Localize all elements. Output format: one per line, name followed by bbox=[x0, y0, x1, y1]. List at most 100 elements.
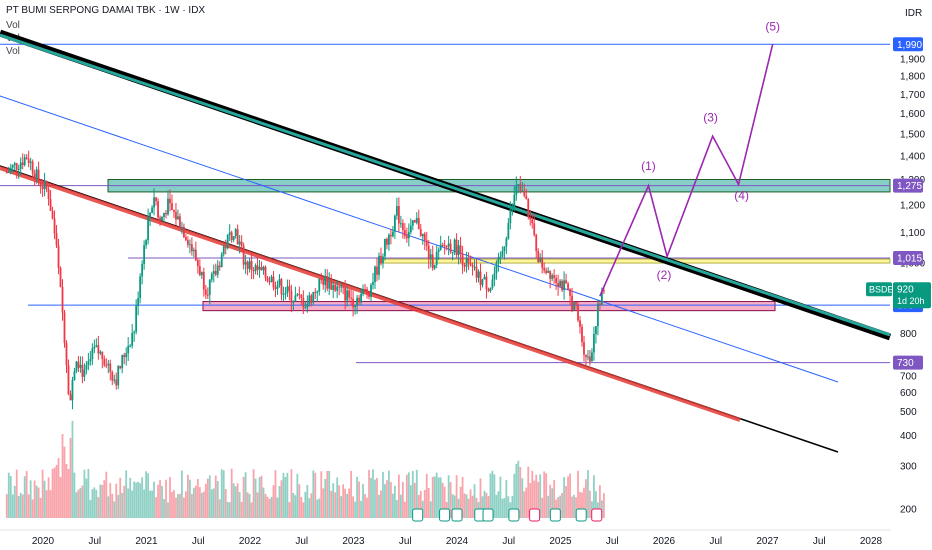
candle-body[interactable] bbox=[527, 199, 530, 217]
candle-body[interactable] bbox=[388, 234, 390, 245]
candle-body[interactable] bbox=[509, 210, 512, 224]
candle-body[interactable] bbox=[306, 303, 309, 308]
candle-body[interactable] bbox=[37, 169, 40, 182]
candle-body[interactable] bbox=[21, 162, 24, 165]
candle-body[interactable] bbox=[555, 277, 558, 283]
candle-body[interactable] bbox=[93, 346, 96, 349]
candle-body[interactable] bbox=[65, 343, 68, 366]
candle-body[interactable] bbox=[127, 345, 130, 354]
candle-body[interactable] bbox=[585, 354, 587, 357]
candle-body[interactable] bbox=[230, 232, 233, 241]
candle-body[interactable] bbox=[183, 226, 185, 238]
earnings-marker[interactable] bbox=[575, 508, 587, 522]
candle-body[interactable] bbox=[493, 273, 496, 280]
middle-channel-line[interactable] bbox=[0, 95, 839, 383]
candle-body[interactable] bbox=[539, 257, 542, 263]
candle-body[interactable] bbox=[601, 290, 603, 305]
candle-body[interactable] bbox=[262, 266, 265, 271]
elliott-wave-path[interactable] bbox=[599, 44, 774, 297]
candle-body[interactable] bbox=[326, 276, 329, 289]
candle-body[interactable] bbox=[557, 282, 560, 287]
candle-body[interactable] bbox=[13, 163, 16, 166]
candle-body[interactable] bbox=[547, 270, 550, 273]
price-badge[interactable] bbox=[893, 37, 923, 52]
candle-body[interactable] bbox=[427, 245, 430, 260]
candle-body[interactable] bbox=[445, 246, 448, 248]
candle-body[interactable] bbox=[179, 216, 181, 230]
candle-body[interactable] bbox=[276, 285, 279, 289]
candle-body[interactable] bbox=[487, 289, 490, 292]
candle-body[interactable] bbox=[322, 279, 325, 285]
candle-body[interactable] bbox=[479, 271, 482, 285]
candle-body[interactable] bbox=[386, 238, 388, 245]
candle-body[interactable] bbox=[344, 287, 347, 301]
candle-body[interactable] bbox=[155, 197, 157, 202]
candle-body[interactable] bbox=[91, 348, 94, 359]
candle-body[interactable] bbox=[324, 276, 327, 285]
candle-body[interactable] bbox=[348, 290, 351, 298]
candle-body[interactable] bbox=[405, 235, 408, 239]
candle-body[interactable] bbox=[260, 267, 263, 271]
candle-body[interactable] bbox=[459, 245, 462, 254]
candle-body[interactable] bbox=[473, 266, 476, 268]
candle-body[interactable] bbox=[433, 264, 436, 269]
candle-body[interactable] bbox=[380, 255, 382, 264]
earnings-marker[interactable] bbox=[591, 508, 603, 522]
candle-body[interactable] bbox=[163, 212, 165, 217]
candle-body[interactable] bbox=[511, 206, 514, 211]
candle-body[interactable] bbox=[244, 261, 247, 265]
candle-body[interactable] bbox=[161, 216, 163, 221]
price-badge[interactable] bbox=[893, 355, 923, 370]
candle-body[interactable] bbox=[334, 284, 337, 291]
candle-body[interactable] bbox=[17, 168, 20, 170]
candle-body[interactable] bbox=[304, 307, 307, 309]
candle-body[interactable] bbox=[497, 257, 500, 263]
candle-body[interactable] bbox=[15, 163, 18, 170]
candle-body[interactable] bbox=[246, 261, 249, 269]
candle-body[interactable] bbox=[573, 302, 575, 311]
candle-body[interactable] bbox=[75, 361, 78, 372]
candle-body[interactable] bbox=[589, 356, 591, 362]
candle-body[interactable] bbox=[583, 342, 585, 355]
candle-body[interactable] bbox=[89, 358, 92, 362]
candle-body[interactable] bbox=[423, 233, 426, 241]
candle-body[interactable] bbox=[57, 245, 60, 268]
candle-body[interactable] bbox=[212, 271, 215, 274]
candle-body[interactable] bbox=[204, 289, 207, 295]
candle-body[interactable] bbox=[171, 203, 173, 211]
candle-body[interactable] bbox=[300, 295, 303, 298]
candle-body[interactable] bbox=[429, 254, 432, 260]
candle-body[interactable] bbox=[173, 210, 175, 212]
candle-body[interactable] bbox=[535, 234, 538, 252]
candle-body[interactable] bbox=[159, 217, 161, 221]
candle-body[interactable] bbox=[553, 275, 556, 278]
candle-body[interactable] bbox=[143, 245, 146, 264]
candle-body[interactable] bbox=[399, 223, 402, 225]
candle-body[interactable] bbox=[153, 197, 155, 208]
candle-body[interactable] bbox=[372, 282, 374, 285]
candle-body[interactable] bbox=[449, 243, 452, 253]
candle-body[interactable] bbox=[567, 283, 569, 290]
candle-body[interactable] bbox=[59, 267, 62, 287]
candle-body[interactable] bbox=[521, 190, 524, 192]
candle-body[interactable] bbox=[69, 394, 72, 401]
candle-body[interactable] bbox=[39, 181, 42, 187]
candle-body[interactable] bbox=[77, 361, 80, 368]
candle-body[interactable] bbox=[597, 303, 599, 327]
candle-body[interactable] bbox=[507, 223, 510, 239]
candle-body[interactable] bbox=[125, 353, 128, 358]
earnings-marker[interactable] bbox=[529, 508, 541, 522]
candle-body[interactable] bbox=[318, 278, 321, 292]
candle-body[interactable] bbox=[274, 287, 277, 289]
candle-body[interactable] bbox=[447, 243, 450, 247]
earnings-marker[interactable] bbox=[412, 508, 424, 522]
candle-body[interactable] bbox=[63, 312, 66, 344]
candle-body[interactable] bbox=[264, 266, 267, 278]
candle-body[interactable] bbox=[298, 294, 301, 296]
candle-body[interactable] bbox=[595, 326, 597, 335]
candle-body[interactable] bbox=[129, 345, 132, 347]
candle-body[interactable] bbox=[515, 185, 518, 195]
candle-body[interactable] bbox=[149, 212, 151, 218]
candle-body[interactable] bbox=[95, 345, 98, 347]
candle-body[interactable] bbox=[43, 180, 46, 189]
